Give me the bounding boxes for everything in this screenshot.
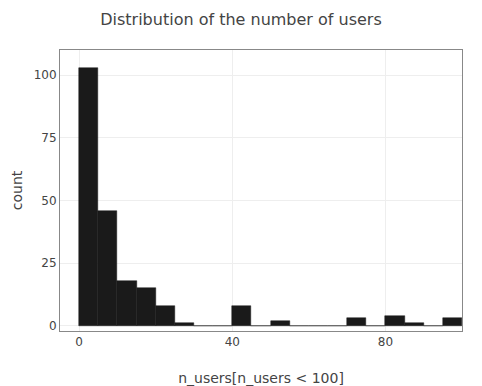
svg-text:0: 0: [49, 319, 57, 333]
svg-text:25: 25: [41, 256, 56, 270]
svg-text:Distribution of the number of: Distribution of the number of users: [100, 10, 382, 29]
svg-text:50: 50: [41, 194, 56, 208]
svg-text:n_users[n_users < 100]: n_users[n_users < 100]: [178, 370, 344, 386]
svg-text:80: 80: [378, 335, 393, 349]
svg-text:100: 100: [34, 68, 57, 82]
svg-text:40: 40: [225, 335, 240, 349]
svg-text:count: count: [9, 170, 25, 210]
svg-text:75: 75: [41, 131, 56, 145]
svg-text:0: 0: [75, 335, 83, 349]
